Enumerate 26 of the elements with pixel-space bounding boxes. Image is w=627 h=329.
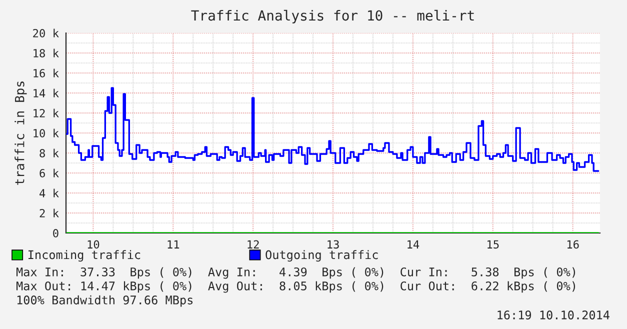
text: 16:19 10.10.2014	[498, 310, 610, 320]
text: 100% Bandwidth 97.66 MBps	[17, 295, 193, 307]
y-tick-label: 16 k	[34, 68, 59, 78]
x-tick-label: 10	[88, 240, 100, 249]
x-tick-label: 14	[408, 240, 420, 248]
y-tick-label: 6 k	[40, 168, 59, 178]
y-tick-label: 8 k	[40, 148, 59, 158]
y-tick-label: 10 k	[34, 128, 59, 138]
text: Max In: 37.33 Bps ( 0%) Avg In: 4.39 Bps ( 0%) Cur In: 5.38 Bps ( 0%)	[16, 267, 576, 279]
legend-label: Outgoing traffic	[266, 250, 378, 262]
y-axis-title: traffic in Bps	[14, 82, 27, 185]
x-tick-label: 12	[248, 240, 259, 248]
y-tick-label: 0	[53, 229, 58, 238]
y-tick-label: 4 k	[40, 188, 59, 198]
x-tick-label: 13	[328, 240, 339, 249]
y-tick-label: 12 k	[34, 108, 59, 118]
y-tick-label: 20 k	[33, 28, 59, 38]
y-tick-label: 14 k	[34, 88, 59, 98]
y-tick-label: 18 k	[34, 48, 59, 58]
x-tick-label: 15	[488, 240, 499, 249]
chart-title: Traffic Analysis for 10 -- meli-rt	[191, 10, 474, 24]
text: Max Out: 14.47 kBps ( 0%) Avg Out: 8.05 kBps ( 0%) Cur Out: 6.22 kBps ( 0%)	[16, 281, 576, 293]
x-tick-label: 16	[567, 240, 579, 249]
legend-label: Incoming traffic	[28, 250, 140, 262]
y-tick-label: 2 k	[40, 208, 59, 218]
x-tick-label: 11	[168, 240, 180, 248]
